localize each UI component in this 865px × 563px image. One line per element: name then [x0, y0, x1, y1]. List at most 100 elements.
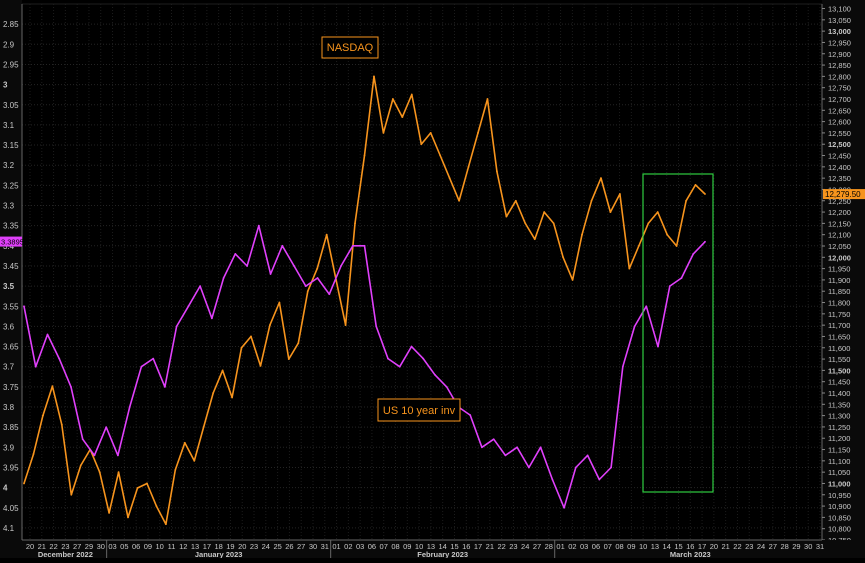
us10-inv-point: [657, 345, 659, 348]
nasdaq-point: [127, 516, 129, 519]
nasdaq-point: [420, 143, 423, 146]
x-tick-label: 06: [592, 542, 600, 551]
x-tick-label: 03: [580, 542, 588, 551]
us10-inv-point: [351, 244, 354, 247]
nasdaq-point: [581, 233, 583, 236]
x-tick-label: 29: [85, 542, 93, 551]
x-tick-label: 17: [203, 542, 211, 551]
x-tick-label: 14: [663, 542, 671, 551]
right-tick-label: 10,850: [828, 513, 851, 522]
x-tick-label: 20: [710, 542, 718, 551]
right-tick-label: 10,800: [828, 525, 851, 534]
us10-annotation: US 10 year inv: [377, 398, 461, 422]
right-axis-panel: [822, 0, 865, 540]
x-axis-panel: [0, 540, 865, 558]
right-tick-label: 12,650: [828, 106, 851, 115]
nasdaq-point: [618, 193, 621, 195]
us10-inv-point: [175, 325, 178, 328]
month-label: January 2023: [195, 550, 243, 558]
nasdaq-point: [524, 222, 527, 225]
left-tick-label: 3.45: [3, 262, 19, 271]
nasdaq-point: [240, 346, 243, 349]
right-tick-label: 10,950: [828, 491, 851, 500]
us10-inv-point: [527, 466, 530, 469]
x-tick-label: 30: [309, 542, 317, 551]
us10-inv-point: [492, 438, 495, 441]
nasdaq-point: [325, 233, 328, 236]
us10-inv-point: [668, 285, 671, 288]
left-current-value: 3.3895: [1, 238, 24, 247]
nasdaq-point: [146, 482, 148, 485]
us10-inv-point: [469, 414, 472, 416]
left-tick-label: 3.95: [3, 463, 19, 472]
us10-inv-point: [410, 345, 413, 348]
right-tick-label: 12,500: [828, 140, 851, 149]
nasdaq-point: [685, 199, 687, 202]
right-tick-label: 12,900: [828, 50, 851, 59]
right-tick-label: 13,100: [828, 5, 851, 14]
us10-inv-point: [375, 325, 378, 328]
nasdaq-point: [164, 523, 167, 526]
us10-inv-point: [81, 438, 84, 441]
right-tick-label: 11,650: [828, 332, 850, 341]
x-tick-label: 15: [674, 542, 682, 551]
nasdaq-point: [183, 441, 186, 444]
left-tick-label: 2.9: [3, 40, 15, 49]
x-tick-label: 13: [427, 542, 435, 551]
nasdaq-point: [23, 482, 25, 485]
nasdaq-point: [259, 364, 262, 367]
us10-inv-point: [246, 265, 248, 267]
left-tick-label: 3.35: [3, 222, 19, 231]
x-tick-label: 23: [250, 542, 258, 551]
left-tick-label: 3.9: [3, 443, 15, 452]
x-tick-label: 23: [745, 542, 753, 551]
x-tick-label: 28: [780, 542, 788, 551]
us10-inv-point: [152, 357, 155, 360]
x-tick-label: 27: [533, 542, 541, 551]
nasdaq-point: [221, 369, 224, 372]
nasdaq-point: [694, 184, 697, 186]
us10-inv-point: [363, 244, 366, 247]
us10-inv-point: [504, 454, 507, 457]
left-tick-label: 3.6: [3, 322, 15, 331]
right-current-badge: [823, 189, 865, 200]
nasdaq-point: [98, 471, 101, 474]
nasdaq-point: [117, 471, 120, 474]
us10-inv-point: [516, 446, 519, 449]
us10-inv-point: [445, 385, 448, 388]
left-tick-label: 4.05: [3, 504, 19, 513]
nasdaq-point: [373, 75, 375, 78]
x-tick-label: 21: [486, 542, 494, 551]
us10-inv-point: [105, 426, 108, 429]
us10-inv-point: [234, 252, 237, 255]
nasdaq-point: [439, 154, 442, 157]
nasdaq-point: [609, 211, 612, 213]
right-tick-label: 11,450: [828, 378, 850, 387]
us10-inv-point: [316, 277, 319, 279]
right-tick-label: 11,850: [828, 287, 850, 296]
left-tick-label: 2.85: [3, 20, 19, 29]
x-tick-label: 24: [521, 542, 529, 551]
x-tick-label: 19: [226, 542, 234, 551]
x-tick-label: 14: [439, 542, 447, 551]
nasdaq-point: [675, 245, 678, 247]
right-tick-label: 12,850: [828, 61, 851, 70]
us10-inv-point: [621, 365, 624, 368]
us10-inv-point: [563, 506, 566, 509]
x-tick-label: 06: [132, 542, 140, 551]
nasdaq-point: [212, 392, 215, 394]
x-tick-label: 15: [450, 542, 458, 551]
us10-inv-point: [387, 357, 389, 360]
x-tick-label: 13: [191, 542, 199, 551]
x-tick-label: 10: [156, 542, 164, 551]
nasdaq-point: [600, 177, 602, 180]
nasdaq-point: [297, 342, 300, 345]
left-tick-label: 3.55: [3, 302, 19, 311]
x-tick-label: 30: [804, 542, 812, 551]
nasdaq-point: [533, 238, 536, 241]
nasdaq-point: [647, 222, 650, 225]
us10-inv-point: [398, 365, 401, 368]
nasdaq-point: [278, 301, 281, 304]
left-tick-label: 3.15: [3, 141, 19, 150]
right-tick-label: 13,050: [828, 16, 851, 25]
